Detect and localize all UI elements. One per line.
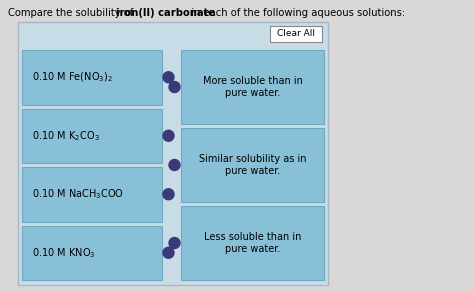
Circle shape [163,130,174,141]
Text: Clear All: Clear All [277,29,315,38]
Circle shape [169,159,180,171]
Text: iron(II) carbonate: iron(II) carbonate [116,8,215,18]
Circle shape [169,81,180,93]
FancyBboxPatch shape [22,226,162,280]
Circle shape [163,72,174,83]
Circle shape [169,237,180,249]
FancyBboxPatch shape [22,167,162,221]
FancyBboxPatch shape [181,206,324,280]
Text: 0.10 M NaCH$_3$COO: 0.10 M NaCH$_3$COO [32,187,124,201]
Text: 0.10 M Fe(NO$_3$)$_2$: 0.10 M Fe(NO$_3$)$_2$ [32,70,113,84]
Text: More soluble than in
pure water.: More soluble than in pure water. [202,76,302,98]
Circle shape [163,247,174,258]
FancyBboxPatch shape [18,22,328,285]
Text: in each of the following aqueous solutions:: in each of the following aqueous solutio… [188,8,405,18]
Text: Similar solubility as in
pure water.: Similar solubility as in pure water. [199,154,306,176]
FancyBboxPatch shape [22,109,162,163]
Text: Compare the solubility of: Compare the solubility of [8,8,137,18]
Text: 0.10 M KNO$_3$: 0.10 M KNO$_3$ [32,246,96,260]
FancyBboxPatch shape [270,26,322,42]
Circle shape [163,189,174,200]
FancyBboxPatch shape [181,128,324,202]
Text: 0.10 M K$_2$CO$_3$: 0.10 M K$_2$CO$_3$ [32,129,100,143]
FancyBboxPatch shape [22,50,162,104]
FancyBboxPatch shape [181,50,324,124]
Text: Less soluble than in
pure water.: Less soluble than in pure water. [204,232,301,254]
